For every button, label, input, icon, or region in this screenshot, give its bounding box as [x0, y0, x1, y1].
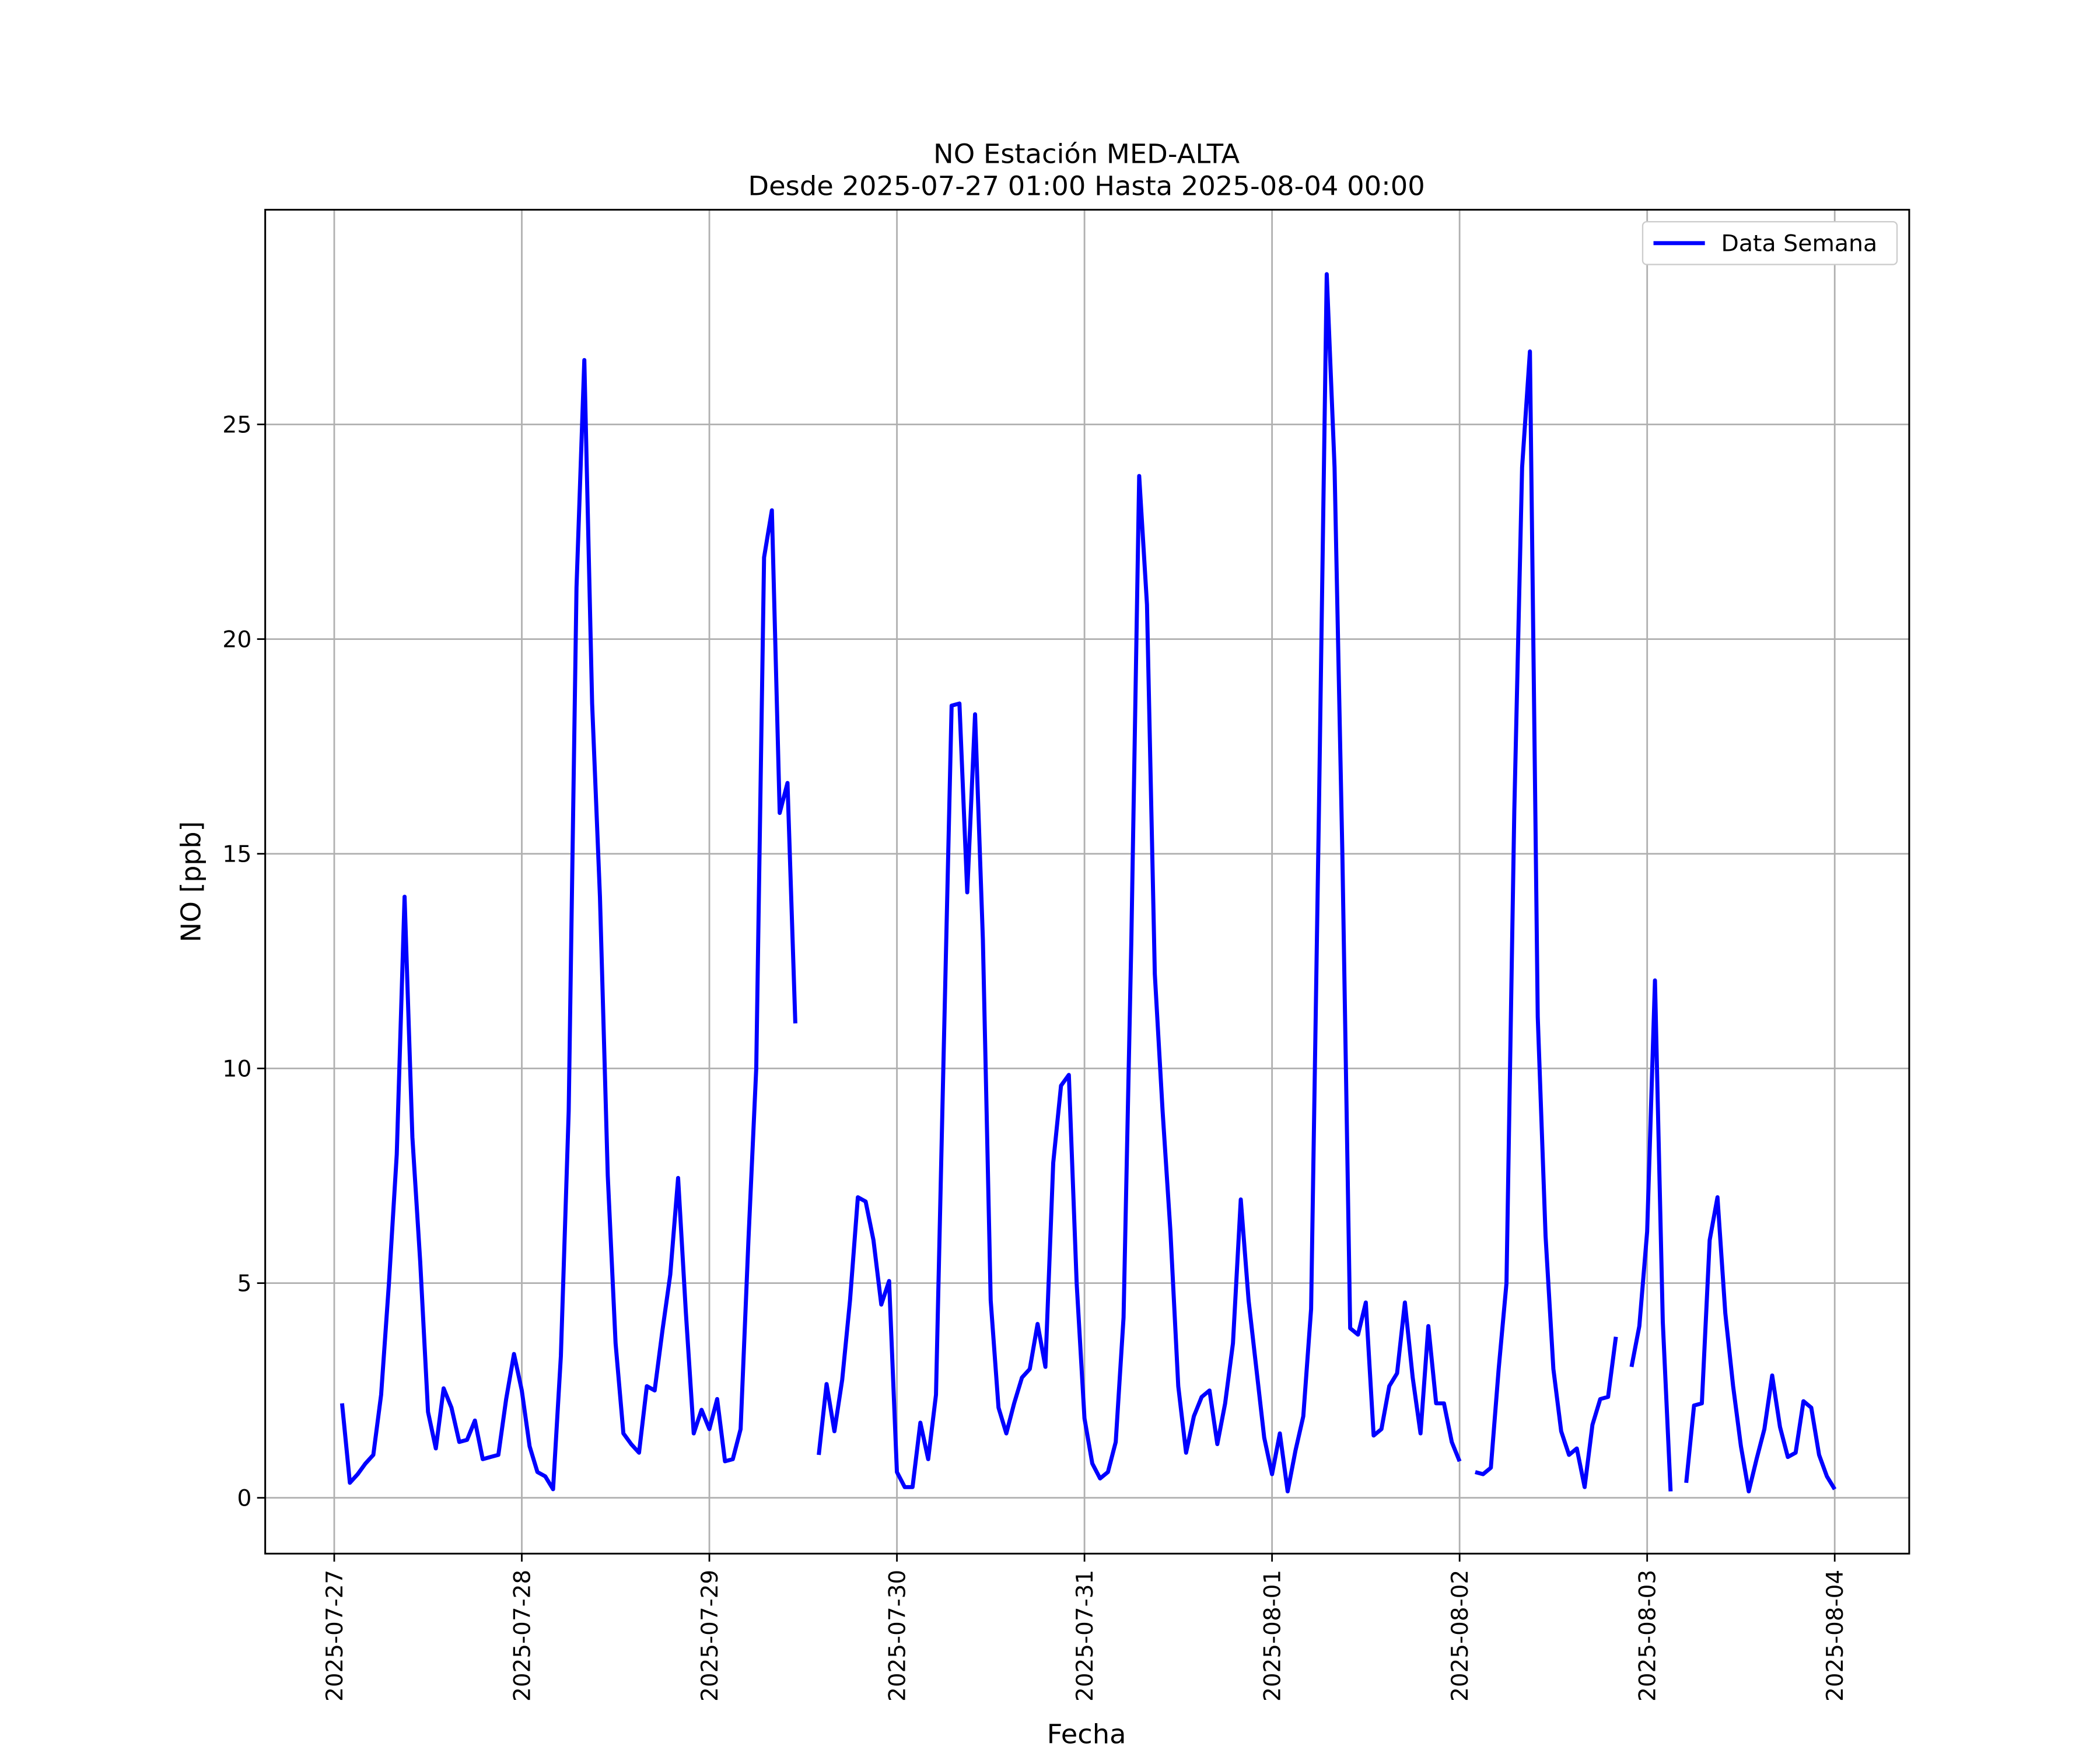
y-tick-label: 20 [222, 627, 251, 653]
data-line [340, 272, 1837, 1494]
x-axis-label: Fecha [1047, 1718, 1126, 1750]
x-tick-label: 2025-08-04 [1822, 1570, 1849, 1702]
y-tick-label: 0 [237, 1486, 251, 1512]
x-tick-label: 2025-07-27 [322, 1570, 348, 1702]
y-tick-label: 15 [222, 842, 251, 868]
y-tick-label: 25 [222, 412, 251, 439]
chart-subtitle: Desde 2025-07-27 01:00 Hasta 2025-08-04 … [748, 170, 1424, 202]
x-tick-label: 2025-07-28 [509, 1570, 536, 1702]
x-tick-label: 2025-08-03 [1634, 1570, 1661, 1702]
x-tick-label: 2025-07-29 [697, 1570, 723, 1702]
x-tick-label: 2025-07-31 [1072, 1570, 1098, 1702]
plot-frame [264, 209, 1910, 1555]
chart-title: NO Estación MED-ALTA [933, 138, 1240, 170]
y-axis-label: NO [ppb] [175, 821, 206, 943]
y-tick-label: 10 [222, 1056, 251, 1083]
legend-label: Data Semana [1721, 231, 1878, 257]
y-tick-label: 5 [237, 1271, 251, 1297]
x-tick-label: 2025-08-01 [1259, 1570, 1286, 1702]
x-tick-label: 2025-08-02 [1447, 1570, 1474, 1702]
x-tick-label: 2025-07-30 [884, 1570, 911, 1702]
legend-box [1642, 221, 1898, 265]
